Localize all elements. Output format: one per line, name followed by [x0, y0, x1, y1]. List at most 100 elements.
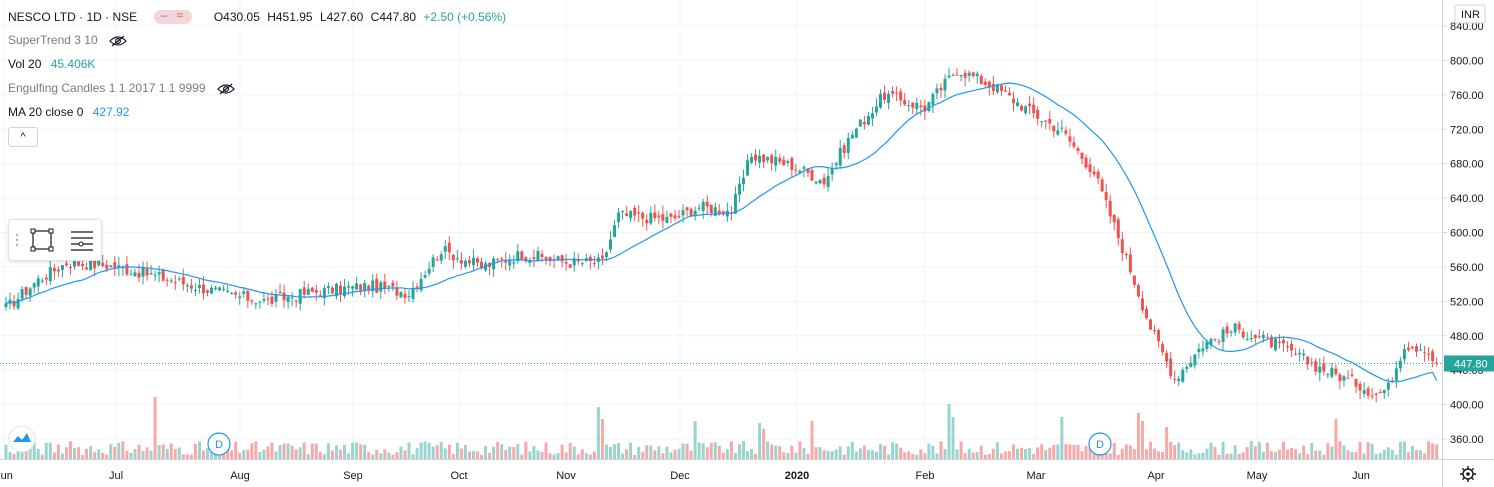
- supertrend-legend[interactable]: SuperTrend 3 10: [8, 33, 127, 47]
- candle: [685, 206, 689, 217]
- candle: [407, 290, 411, 303]
- volume-bar: [1149, 441, 1153, 459]
- hidden-eye-icon[interactable]: [216, 83, 235, 95]
- volume-bar: [604, 444, 608, 459]
- event-marker-1[interactable]: D: [207, 432, 231, 456]
- candle: [1257, 329, 1261, 339]
- candle: [1149, 318, 1153, 331]
- volume-bar: [669, 452, 673, 459]
- volume-bar: [1044, 450, 1048, 459]
- candle: [903, 92, 907, 107]
- currency-label: INR: [1461, 9, 1480, 21]
- symbol-title: NESCO LTD · 1D · NSE: [8, 10, 138, 24]
- volume-bar: [1072, 444, 1076, 459]
- candle: [1036, 106, 1040, 126]
- candle: [1020, 104, 1024, 112]
- candle: [1358, 381, 1362, 400]
- settings-gear-icon[interactable]: [1460, 466, 1476, 482]
- volume-bar: [991, 448, 995, 459]
- candle: [395, 280, 399, 301]
- time-axis[interactable]: Jun Jul Aug Sep Oct Nov Dec 2020 Feb Mar Apr May Jun: [0, 470, 1370, 482]
- chart-type-pill[interactable]: – ≈: [154, 8, 193, 24]
- hidden-eye-icon[interactable]: [109, 35, 127, 47]
- candle: [979, 74, 983, 85]
- candle: [1378, 389, 1382, 394]
- candle: [1080, 152, 1084, 165]
- volume-bar: [629, 442, 633, 459]
- volume-bar: [713, 442, 717, 459]
- candle: [701, 198, 705, 220]
- price-axis[interactable]: 360.00400.00440.00480.00520.00560.00600.…: [1442, 21, 1484, 446]
- candle: [439, 251, 443, 265]
- volume-bar: [1410, 445, 1414, 459]
- candle: [56, 266, 60, 277]
- volume-bar: [1431, 443, 1435, 459]
- engulfing-label: Engulfing Candles 1 1 2017 1 1 9999: [8, 81, 206, 95]
- volume-bar: [584, 453, 588, 459]
- volume-bar: [161, 444, 165, 459]
- ma-legend[interactable]: MA 20 close 0 427.92: [8, 105, 129, 119]
- candle: [322, 284, 326, 306]
- volume-bar: [737, 444, 741, 459]
- candle: [1322, 356, 1326, 376]
- currency-badge[interactable]: INR: [1454, 4, 1486, 24]
- volume-bar: [778, 446, 782, 459]
- volume-bar: [68, 441, 72, 459]
- candle: [500, 256, 504, 268]
- candle: [705, 195, 709, 214]
- volume-bar: [802, 447, 806, 459]
- volume-bar: [459, 448, 463, 459]
- ohlc-close: C447.80: [370, 10, 417, 24]
- candle: [1048, 110, 1052, 131]
- candle: [443, 240, 447, 260]
- candle: [935, 83, 939, 100]
- candle: [1140, 291, 1144, 314]
- volume-bar: [1048, 447, 1052, 459]
- candle: [1346, 370, 1350, 379]
- volume-bar: [790, 445, 794, 459]
- candle: [1136, 283, 1140, 299]
- volume-bar: [1112, 442, 1116, 459]
- volume-bar: [621, 453, 625, 459]
- candle: [951, 73, 955, 77]
- volume-bar: [794, 452, 798, 459]
- candle: [403, 288, 407, 304]
- volume-bar: [1209, 442, 1213, 459]
- symbol-legend[interactable]: NESCO LTD · 1D · NSE – ≈ O430.05 H451.95…: [8, 8, 506, 25]
- volume-bar: [1007, 451, 1011, 459]
- volume-bar: [121, 441, 125, 459]
- volume-bar: [971, 452, 975, 459]
- candle: [411, 281, 415, 303]
- volume-bar: [234, 441, 238, 459]
- candle: [552, 254, 556, 269]
- candle: [1326, 372, 1330, 379]
- event-marker-2[interactable]: D: [1088, 432, 1112, 456]
- candle: [1213, 338, 1217, 343]
- engulfing-legend[interactable]: Engulfing Candles 1 1 2017 1 1 9999: [8, 81, 235, 95]
- collapse-legend-button[interactable]: ^: [8, 127, 38, 147]
- candle: [1415, 343, 1418, 357]
- candle: [637, 205, 641, 223]
- volume-bar: [943, 449, 947, 459]
- y-tick-label: 680.00: [1450, 159, 1484, 171]
- volume-bar: [810, 421, 814, 459]
- candle: [282, 284, 286, 309]
- volume-bar: [258, 451, 262, 459]
- candle: [1217, 338, 1221, 346]
- volume-bar: [931, 445, 935, 459]
- drawing-toolbar[interactable]: [8, 219, 102, 261]
- volume-bar: [907, 451, 911, 459]
- drag-handle-icon[interactable]: [15, 233, 19, 247]
- candle: [899, 88, 903, 107]
- candle: [1237, 320, 1241, 334]
- tradingview-logo-icon[interactable]: [8, 425, 36, 453]
- rectangle-tool-icon[interactable]: [30, 228, 54, 252]
- x-tick-label: Mar: [1027, 470, 1046, 482]
- candle: [52, 263, 56, 280]
- candle: [1233, 322, 1237, 336]
- volume-bar: [866, 449, 870, 459]
- settings-lines-icon[interactable]: [71, 231, 93, 251]
- volume-bar: [1116, 454, 1120, 459]
- volume-legend[interactable]: Vol 20 45.406K: [8, 57, 95, 71]
